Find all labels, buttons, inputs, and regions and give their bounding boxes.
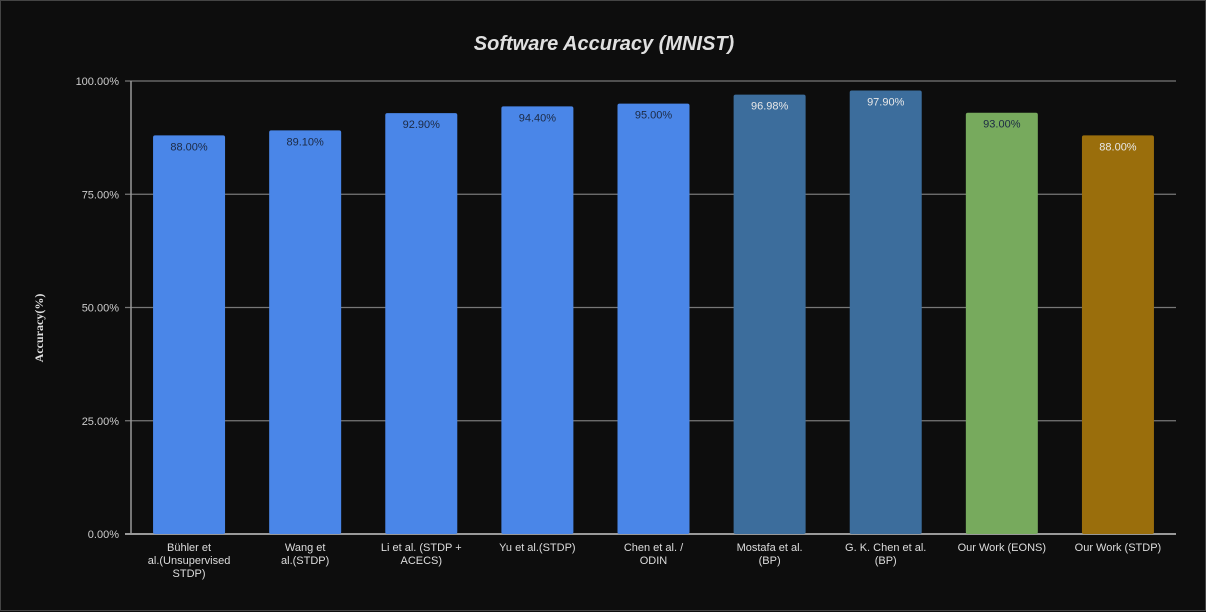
x-tick-label: Mostafa et al. (BP) (737, 542, 803, 567)
bar (1081, 135, 1154, 535)
data-label: 94.40% (519, 112, 557, 124)
x-tick-label: Chen et al. / ODIN (624, 542, 684, 567)
bar (153, 135, 226, 535)
bar (617, 103, 690, 535)
bar (733, 94, 806, 534)
y-tick-label: 0.00% (88, 529, 119, 541)
y-tick-label: 25.00% (82, 416, 120, 428)
x-tick-label: G. K. Chen et al. (BP) (845, 542, 926, 567)
data-label: 93.00% (983, 119, 1021, 131)
x-tick-label: Bühler et al.(Unsupervised STDP) (148, 542, 231, 580)
x-tick-label: Wang et al.(STDP) (281, 542, 329, 567)
data-label: 88.00% (170, 141, 208, 153)
bar (501, 106, 574, 535)
y-tick-label: 50.00% (82, 303, 120, 315)
bar (385, 113, 458, 535)
data-label: 97.90% (867, 97, 905, 109)
chart-title: Software Accuracy (MNIST) (474, 33, 735, 55)
x-tick-label: Yu et al.(STDP) (499, 542, 575, 554)
y-tick-label: 100.00% (76, 76, 120, 88)
data-label: 92.90% (403, 119, 441, 131)
x-tick-label: Li et al. (STDP + ACECS) (381, 542, 462, 567)
x-tick-label: Our Work (EONS) (958, 542, 1046, 554)
data-label: 95.00% (635, 110, 673, 122)
y-tick-label: 75.00% (82, 189, 120, 201)
x-tick-label: Our Work (STDP) (1075, 542, 1162, 554)
bar (269, 130, 342, 534)
data-label: 96.98% (751, 101, 789, 113)
data-label: 88.00% (1099, 141, 1137, 153)
bar (849, 90, 922, 534)
bar (965, 112, 1038, 535)
data-label: 89.10% (287, 136, 325, 148)
y-axis-label: Accuracy(%) (32, 294, 46, 363)
